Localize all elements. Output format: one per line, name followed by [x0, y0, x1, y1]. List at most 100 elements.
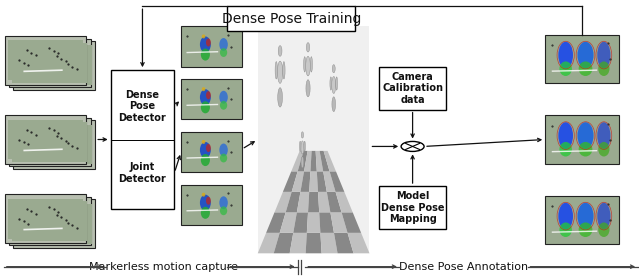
Ellipse shape [577, 122, 593, 149]
Ellipse shape [300, 141, 301, 151]
Ellipse shape [306, 56, 310, 76]
Ellipse shape [220, 206, 227, 215]
Ellipse shape [577, 203, 593, 230]
Text: Dense Pose Training: Dense Pose Training [221, 12, 361, 26]
FancyBboxPatch shape [8, 120, 83, 159]
FancyBboxPatch shape [17, 45, 92, 85]
Polygon shape [306, 233, 321, 253]
FancyBboxPatch shape [12, 122, 88, 162]
Ellipse shape [283, 62, 285, 79]
Ellipse shape [275, 62, 278, 79]
Ellipse shape [558, 42, 573, 68]
FancyBboxPatch shape [9, 39, 91, 87]
FancyBboxPatch shape [13, 41, 95, 90]
FancyBboxPatch shape [181, 79, 242, 119]
FancyBboxPatch shape [4, 36, 86, 85]
Polygon shape [304, 151, 312, 171]
Polygon shape [308, 192, 319, 212]
Ellipse shape [332, 97, 335, 112]
FancyBboxPatch shape [13, 199, 95, 248]
FancyBboxPatch shape [181, 185, 242, 225]
Polygon shape [293, 212, 308, 233]
Ellipse shape [332, 65, 335, 73]
Polygon shape [316, 151, 323, 171]
Ellipse shape [220, 154, 227, 162]
FancyBboxPatch shape [545, 196, 618, 244]
Ellipse shape [278, 46, 282, 56]
Ellipse shape [559, 61, 572, 76]
Ellipse shape [206, 39, 211, 47]
Ellipse shape [220, 143, 228, 157]
Polygon shape [297, 192, 309, 212]
FancyBboxPatch shape [181, 27, 242, 67]
Polygon shape [342, 212, 361, 233]
Polygon shape [321, 233, 337, 253]
Ellipse shape [597, 203, 611, 230]
Text: Model
Dense Pose
Mapping: Model Dense Pose Mapping [381, 191, 444, 224]
Ellipse shape [330, 77, 332, 90]
FancyBboxPatch shape [8, 40, 83, 80]
Ellipse shape [303, 57, 306, 72]
FancyBboxPatch shape [4, 115, 86, 164]
Ellipse shape [577, 42, 593, 68]
FancyBboxPatch shape [379, 67, 446, 110]
Text: Dense Pose Annotation: Dense Pose Annotation [399, 262, 528, 272]
Polygon shape [307, 212, 321, 233]
FancyBboxPatch shape [13, 120, 95, 169]
Circle shape [401, 141, 424, 151]
Ellipse shape [301, 141, 304, 154]
Polygon shape [275, 192, 292, 212]
Ellipse shape [200, 195, 211, 211]
FancyBboxPatch shape [17, 204, 92, 244]
Ellipse shape [278, 88, 282, 107]
Polygon shape [335, 192, 353, 212]
Ellipse shape [579, 142, 593, 157]
Polygon shape [330, 171, 344, 192]
Ellipse shape [201, 49, 210, 61]
Ellipse shape [304, 141, 305, 151]
Text: Dense
Pose
Detector: Dense Pose Detector [118, 90, 166, 123]
Ellipse shape [201, 154, 210, 166]
Ellipse shape [310, 57, 312, 72]
Ellipse shape [202, 87, 205, 91]
Ellipse shape [200, 89, 211, 105]
Polygon shape [258, 233, 280, 253]
Polygon shape [290, 233, 307, 253]
FancyBboxPatch shape [111, 70, 174, 209]
Polygon shape [317, 171, 327, 192]
Ellipse shape [220, 101, 227, 110]
Ellipse shape [220, 91, 228, 104]
FancyBboxPatch shape [4, 194, 86, 243]
Ellipse shape [598, 61, 609, 76]
Polygon shape [348, 233, 369, 253]
Ellipse shape [202, 193, 205, 197]
Text: Markerless motion capture: Markerless motion capture [89, 262, 238, 272]
Polygon shape [292, 171, 304, 192]
Ellipse shape [206, 91, 211, 99]
Ellipse shape [220, 38, 228, 51]
FancyBboxPatch shape [379, 186, 446, 229]
Ellipse shape [220, 48, 227, 57]
FancyBboxPatch shape [12, 43, 88, 83]
Ellipse shape [558, 203, 573, 230]
FancyBboxPatch shape [9, 118, 91, 166]
Polygon shape [323, 171, 335, 192]
Ellipse shape [559, 142, 572, 157]
Text: Camera
Calibration
data: Camera Calibration data [382, 71, 443, 105]
Polygon shape [266, 212, 285, 233]
Ellipse shape [200, 37, 211, 52]
Polygon shape [319, 212, 334, 233]
Ellipse shape [202, 140, 205, 144]
Polygon shape [327, 192, 342, 212]
Ellipse shape [579, 222, 593, 237]
FancyBboxPatch shape [545, 35, 618, 83]
Ellipse shape [558, 122, 573, 149]
Ellipse shape [579, 61, 593, 76]
FancyBboxPatch shape [258, 26, 369, 253]
Polygon shape [280, 212, 297, 233]
Ellipse shape [200, 142, 211, 158]
Ellipse shape [220, 196, 228, 209]
Ellipse shape [206, 197, 211, 205]
FancyBboxPatch shape [181, 132, 242, 172]
Ellipse shape [598, 222, 609, 237]
